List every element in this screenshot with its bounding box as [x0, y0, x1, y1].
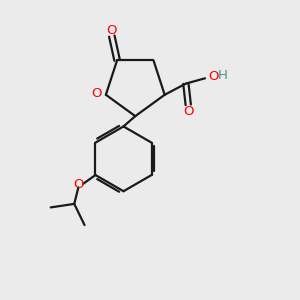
Text: O: O — [183, 105, 194, 118]
Text: O: O — [208, 70, 218, 83]
Text: H: H — [218, 69, 228, 82]
Text: O: O — [91, 86, 102, 100]
Text: O: O — [106, 24, 116, 37]
Text: O: O — [73, 178, 84, 191]
